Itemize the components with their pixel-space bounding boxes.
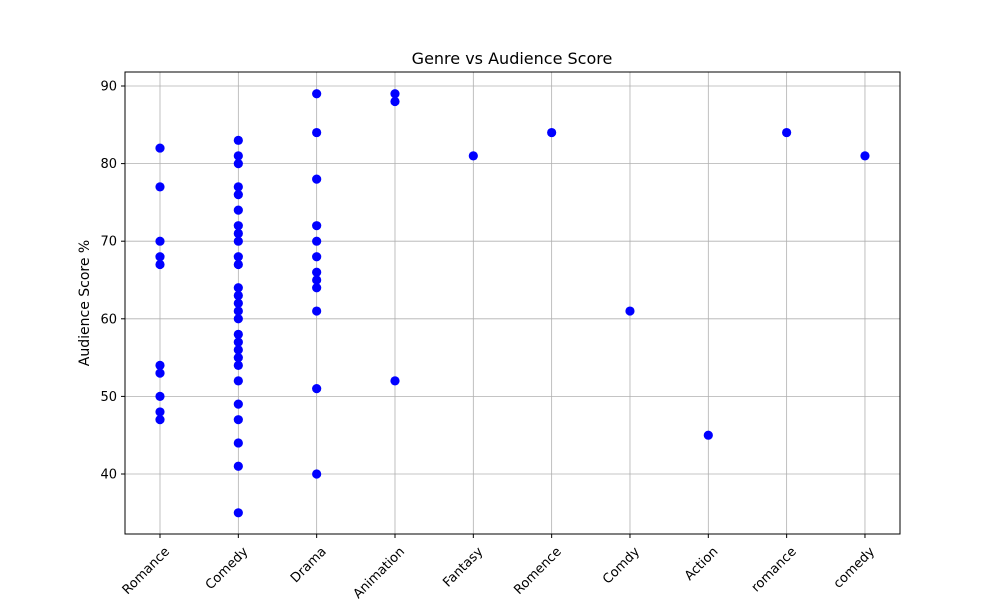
data-point xyxy=(703,430,713,440)
data-point xyxy=(233,298,243,308)
data-point xyxy=(155,407,165,417)
plot-frame xyxy=(124,71,901,535)
data-point xyxy=(233,461,243,471)
data-point xyxy=(155,259,165,270)
data-point xyxy=(312,89,322,99)
data-point xyxy=(233,236,243,246)
data-point xyxy=(155,236,165,246)
data-point xyxy=(155,391,165,401)
data-point xyxy=(155,182,165,192)
data-point xyxy=(390,96,400,107)
data-point xyxy=(312,236,322,246)
x-tick-label: Fantasy xyxy=(440,544,486,590)
data-point xyxy=(233,151,243,161)
chart-title: Genre vs Audience Score xyxy=(412,49,613,68)
data-point xyxy=(233,290,243,301)
data-point xyxy=(312,174,322,184)
x-tick-label: Comdy xyxy=(600,544,643,587)
data-point xyxy=(233,159,243,169)
data-point xyxy=(233,376,243,386)
data-point xyxy=(547,127,557,138)
data-point xyxy=(233,399,243,409)
data-point xyxy=(233,228,243,239)
data-point xyxy=(233,221,243,231)
data-point xyxy=(233,182,243,192)
data-point xyxy=(233,306,243,316)
data-point xyxy=(233,259,243,270)
y-tick-label: 70 xyxy=(100,235,117,250)
data-point xyxy=(782,127,792,138)
x-tick-label: romance xyxy=(749,544,800,595)
x-tick-label: Drama xyxy=(288,544,330,586)
data-point xyxy=(233,283,243,293)
x-tick-label: Romance xyxy=(120,544,173,597)
data-point xyxy=(155,415,165,425)
data-point xyxy=(860,151,870,161)
x-tick-label: Action xyxy=(682,544,721,583)
data-point xyxy=(155,252,165,262)
data-point xyxy=(468,151,478,161)
data-point xyxy=(233,205,243,215)
data-point xyxy=(233,360,243,370)
data-point xyxy=(312,267,322,277)
x-tick-label: Romence xyxy=(511,544,564,597)
data-point xyxy=(312,275,322,285)
data-point xyxy=(155,360,165,370)
data-point xyxy=(233,314,243,324)
data-points xyxy=(155,89,870,518)
data-point xyxy=(312,252,322,262)
x-tick-label: Comedy xyxy=(203,544,252,593)
data-point xyxy=(312,469,322,479)
data-point xyxy=(312,306,322,316)
grid-lines xyxy=(125,72,900,534)
data-point xyxy=(233,415,243,425)
data-point xyxy=(312,384,322,394)
data-point xyxy=(312,283,322,293)
data-point xyxy=(233,337,243,347)
data-point xyxy=(155,368,165,378)
y-tick-label: 90 xyxy=(100,80,117,95)
y-tick-label: 50 xyxy=(100,390,117,405)
data-point xyxy=(312,221,322,231)
data-point xyxy=(390,89,400,99)
data-point xyxy=(155,143,165,153)
y-axis-label: Audience Score % xyxy=(77,240,93,366)
x-tick-label: Animation xyxy=(351,544,408,600)
data-point xyxy=(625,306,635,316)
x-tick-label: comedy xyxy=(831,544,878,591)
data-point xyxy=(233,438,243,448)
data-point xyxy=(312,127,322,138)
data-point xyxy=(233,135,243,145)
y-tick-label: 60 xyxy=(100,312,117,327)
data-point xyxy=(233,508,243,518)
data-point xyxy=(233,353,243,363)
data-point xyxy=(233,190,243,200)
data-point xyxy=(233,345,243,355)
y-tick-label: 40 xyxy=(100,468,117,483)
data-point xyxy=(390,376,400,386)
y-tick-label: 80 xyxy=(100,157,117,172)
data-point xyxy=(233,252,243,262)
axis-ticks: Romance Comedy Drama Animation Fantasy Romenc… xyxy=(100,80,878,600)
data-point xyxy=(233,329,243,339)
